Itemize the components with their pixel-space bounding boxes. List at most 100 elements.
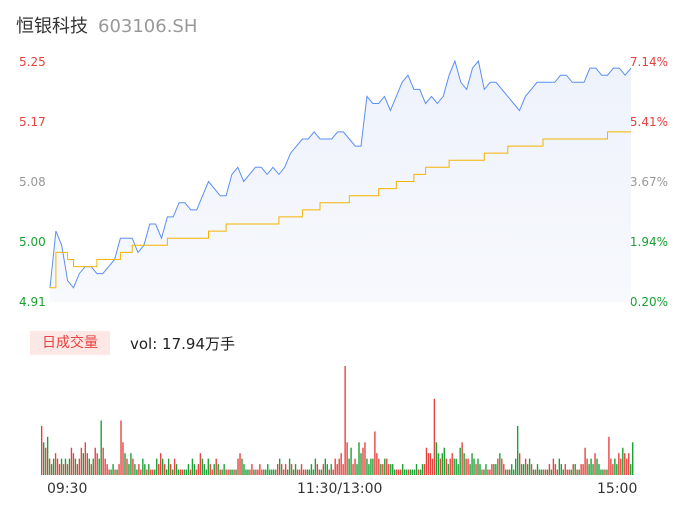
volume-bar [118, 464, 120, 475]
volume-tab[interactable]: 日成交量 [30, 331, 110, 355]
volume-bar [336, 464, 338, 475]
volume-bar [610, 458, 612, 475]
volume-bar [41, 425, 43, 475]
volume-bar [403, 469, 406, 475]
volume-bar [431, 458, 434, 475]
volume-bar [215, 458, 217, 475]
volume-bar [259, 464, 261, 475]
volume-bar [413, 469, 416, 475]
volume-bar [136, 469, 138, 475]
volume-bar [273, 469, 275, 475]
price-tick: 5.25 [19, 55, 46, 69]
volume-bar [626, 458, 628, 475]
volume-bar [526, 464, 529, 475]
volume-bar [94, 447, 96, 475]
volume-bar [78, 458, 81, 475]
volume-bar [66, 464, 69, 475]
volume-bar [284, 464, 287, 475]
volume-bar [618, 453, 620, 475]
volume-bar [354, 458, 356, 475]
volume-bar [441, 453, 443, 475]
volume-bar [360, 453, 362, 475]
volume-bar [362, 447, 364, 475]
volume-bar [169, 464, 172, 475]
volume-bar [483, 469, 485, 475]
volume-bar [612, 464, 614, 475]
volume-bar [211, 469, 213, 475]
volume-bar [459, 447, 461, 475]
volume-bar [205, 469, 207, 475]
volume-bar [106, 464, 108, 475]
volume-bar [44, 447, 47, 475]
volume-bar [425, 447, 428, 475]
volume-bar [120, 420, 122, 475]
volume-bar [374, 431, 376, 475]
volume-bar [437, 453, 440, 475]
volume-bar [114, 469, 116, 475]
volume-bar [485, 464, 487, 475]
volume-bar [275, 469, 277, 475]
volume-bar [130, 453, 132, 475]
volume-bar [608, 436, 610, 475]
pct-tick: 1.94% [629, 235, 668, 249]
volume-label: vol: 17.94万手 [130, 335, 235, 353]
volume-bar [209, 464, 211, 475]
volume-bar [42, 442, 45, 475]
volume-bar [411, 469, 414, 475]
volume-bar [84, 442, 87, 475]
volume-bar [443, 447, 445, 475]
volume-bar [128, 464, 130, 475]
volume-bar [479, 464, 481, 475]
volume-bar [548, 464, 551, 475]
volume-bar [239, 453, 241, 475]
volume-bar [382, 464, 384, 475]
volume-bar [372, 458, 374, 475]
volume-bar [409, 469, 412, 475]
volume-bar [50, 464, 53, 475]
volume-bar [288, 458, 291, 475]
volume-bar [390, 464, 392, 475]
volume-bar [304, 469, 307, 475]
volume-bar [102, 447, 104, 475]
volume-bar [116, 469, 118, 475]
volume-bar [394, 469, 396, 475]
volume-bar [477, 458, 479, 475]
volume-bar [616, 464, 618, 475]
volume-bar [622, 447, 624, 475]
volume-bar [245, 469, 247, 475]
volume-bar [203, 464, 206, 475]
stock-name: 恒银科技 [16, 16, 88, 37]
volume-bar [562, 469, 564, 475]
pct-tick: 7.14% [629, 55, 668, 69]
volume-bar [509, 469, 511, 475]
volume-bar [501, 458, 503, 475]
volume-bar [620, 458, 622, 475]
volume-bar [584, 447, 586, 475]
volume-bar [88, 458, 90, 475]
volume-bar [513, 469, 515, 475]
volume-bar [286, 469, 289, 475]
volume-bar [368, 464, 370, 475]
volume-bar [632, 442, 634, 475]
volume-bar [68, 458, 71, 475]
volume-bar [453, 458, 455, 475]
volume-bar [463, 453, 465, 475]
volume-bar [439, 458, 442, 475]
volume-bar [96, 453, 98, 475]
volume-bar [154, 469, 156, 475]
volume-bar [261, 469, 263, 475]
volume-bar [334, 458, 336, 475]
volume-bar [366, 458, 368, 475]
volume-bar [505, 469, 507, 475]
volume-bar [148, 464, 150, 475]
volume-bar [356, 464, 358, 475]
price-tick: 4.91 [19, 295, 46, 309]
volume-bar [52, 458, 55, 475]
volume-bar [112, 464, 114, 475]
time-tick: 09:30 [47, 481, 88, 497]
volume-bar [189, 469, 192, 475]
volume-bar [306, 469, 309, 475]
volume-bar [580, 464, 582, 475]
volume-bar [384, 458, 386, 475]
